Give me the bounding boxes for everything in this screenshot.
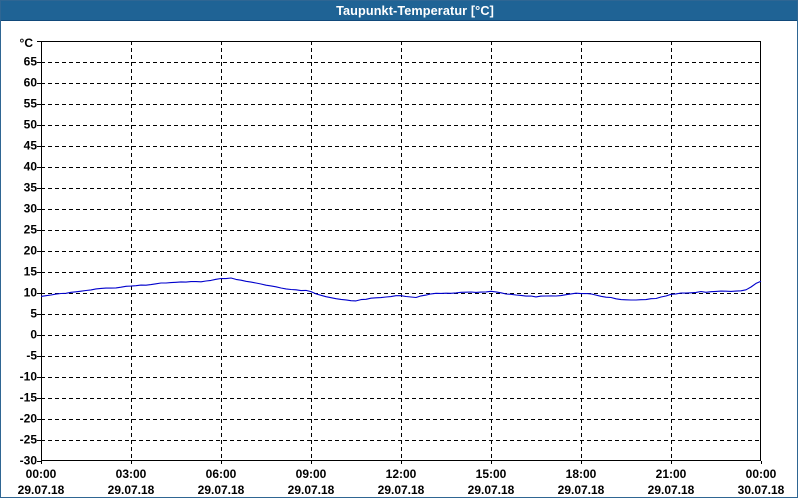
svg-text:50: 50 xyxy=(24,118,38,132)
svg-text:00:00: 00:00 xyxy=(26,467,57,481)
svg-text:-5: -5 xyxy=(26,349,37,363)
svg-text:18:00: 18:00 xyxy=(566,467,597,481)
svg-text:30.07.18: 30.07.18 xyxy=(738,483,785,497)
svg-text:12:00: 12:00 xyxy=(386,467,417,481)
svg-text:29.07.18: 29.07.18 xyxy=(288,483,335,497)
svg-text:00:00: 00:00 xyxy=(746,467,777,481)
svg-text:65: 65 xyxy=(24,55,38,69)
svg-text:30: 30 xyxy=(24,202,38,216)
svg-text:-10: -10 xyxy=(20,370,38,384)
svg-text:45: 45 xyxy=(24,139,38,153)
svg-text:0: 0 xyxy=(30,328,37,342)
svg-text:5: 5 xyxy=(30,307,37,321)
svg-text:21:00: 21:00 xyxy=(656,467,687,481)
svg-text:29.07.18: 29.07.18 xyxy=(18,483,65,497)
svg-text:60: 60 xyxy=(24,76,38,90)
svg-text:-15: -15 xyxy=(20,391,38,405)
svg-text:29.07.18: 29.07.18 xyxy=(648,483,695,497)
svg-text:03:00: 03:00 xyxy=(116,467,147,481)
svg-text:25: 25 xyxy=(24,223,38,237)
svg-text:°C: °C xyxy=(20,36,34,50)
svg-text:-20: -20 xyxy=(20,412,38,426)
svg-text:06:00: 06:00 xyxy=(206,467,237,481)
svg-text:29.07.18: 29.07.18 xyxy=(558,483,605,497)
svg-text:40: 40 xyxy=(24,160,38,174)
svg-text:29.07.18: 29.07.18 xyxy=(198,483,245,497)
svg-text:-25: -25 xyxy=(20,433,38,447)
svg-text:29.07.18: 29.07.18 xyxy=(378,483,425,497)
svg-text:15: 15 xyxy=(24,265,38,279)
svg-text:35: 35 xyxy=(24,181,38,195)
svg-text:29.07.18: 29.07.18 xyxy=(108,483,155,497)
svg-text:29.07.18: 29.07.18 xyxy=(468,483,515,497)
svg-text:15:00: 15:00 xyxy=(476,467,507,481)
svg-text:20: 20 xyxy=(24,244,38,258)
svg-text:09:00: 09:00 xyxy=(296,467,327,481)
svg-text:55: 55 xyxy=(24,97,38,111)
svg-text:-30: -30 xyxy=(20,454,38,468)
svg-text:10: 10 xyxy=(24,286,38,300)
